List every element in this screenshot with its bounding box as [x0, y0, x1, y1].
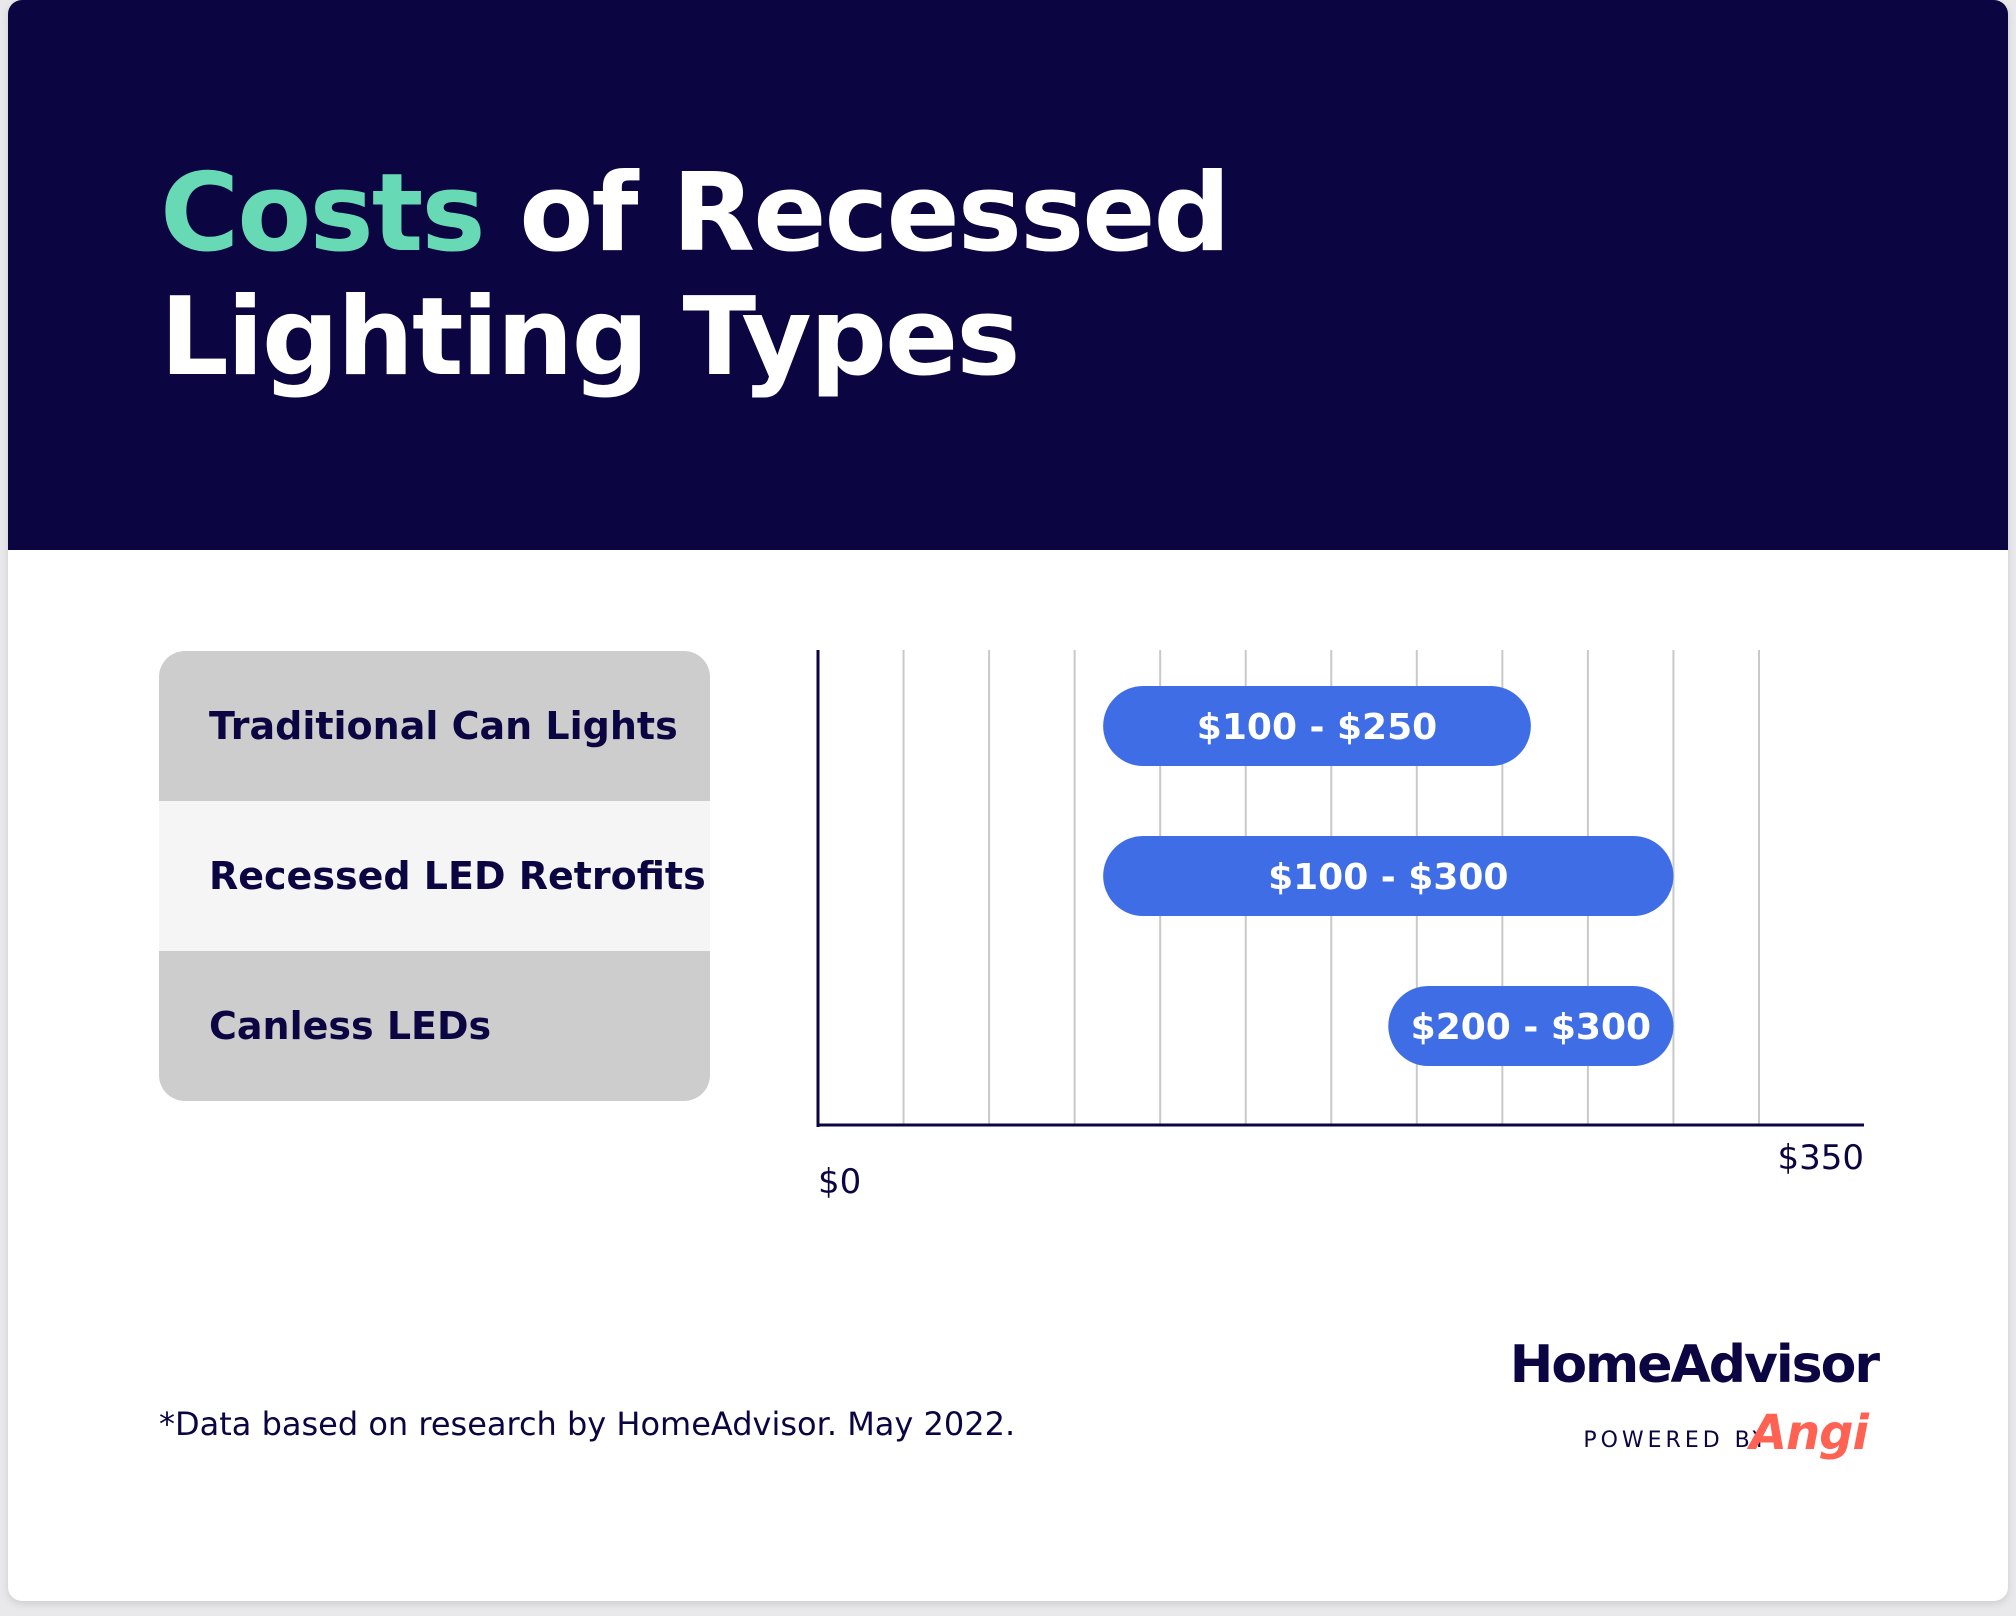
- brand-powered-by: POWERED BY: [1583, 1428, 1770, 1453]
- infographic-card: Costs of Recessed Lighting Types Traditio…: [8, 0, 2008, 1601]
- category-label-traditional-can-lights: Traditional Can Lights: [159, 651, 710, 801]
- bar-value-label: $100 - $300: [1268, 857, 1508, 898]
- category-label-panel: Traditional Can Lights Recessed LED Retr…: [159, 651, 710, 1101]
- range-bar-chart: $100 - $250 $100 - $300 $200 - $300 $0 $350: [816, 650, 1864, 1202]
- page-title: Costs of Recessed Lighting Types: [160, 151, 1231, 400]
- title-accent: Costs: [160, 151, 486, 276]
- x-tick-label: $0: [818, 1162, 861, 1202]
- brand-name: HomeAdvisor: [1509, 1335, 1880, 1395]
- x-tick-label: $350: [1777, 1138, 1864, 1178]
- bar-value-label: $100 - $250: [1197, 707, 1437, 748]
- bar-value-label: $200 - $300: [1411, 1007, 1651, 1048]
- category-label-canless-leds: Canless LEDs: [159, 951, 710, 1101]
- title-line2: Lighting Types: [160, 275, 1021, 400]
- range-bar: [1103, 686, 1531, 766]
- category-label-recessed-led-retrofits: Recessed LED Retrofits: [159, 801, 710, 951]
- range-bar: [1103, 836, 1674, 916]
- brand-partner-logo: Angi: [1749, 1405, 1869, 1461]
- title-line1-rest: of Recessed: [483, 151, 1231, 276]
- footnote: *Data based on research by HomeAdvisor. …: [159, 1405, 1016, 1443]
- range-bar: [1388, 986, 1674, 1066]
- header-banner: Costs of Recessed Lighting Types: [8, 0, 2008, 550]
- brand-logo: HomeAdvisor POWERED BY Angi: [1498, 1335, 1880, 1465]
